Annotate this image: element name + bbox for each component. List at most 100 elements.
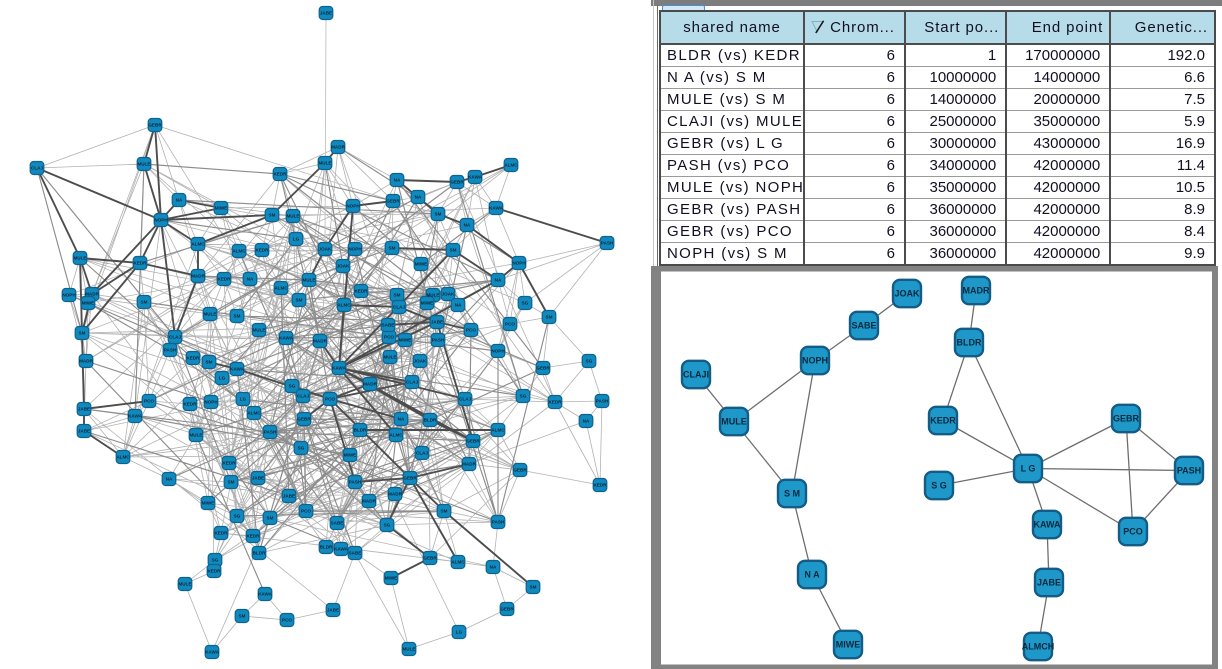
svg-text:NA: NA	[464, 223, 471, 228]
svg-text:NA: NA	[176, 198, 183, 203]
svg-text:MULE: MULE	[302, 278, 315, 283]
svg-text:MADR: MADR	[79, 359, 93, 364]
svg-text:SM: SM	[389, 246, 396, 251]
svg-text:JABE: JABE	[327, 608, 339, 613]
svg-text:SM: SM	[267, 516, 274, 521]
svg-text:PCO: PCO	[325, 397, 335, 402]
svg-text:MIWE: MIWE	[344, 453, 357, 458]
svg-text:JABE: JABE	[1037, 577, 1061, 587]
svg-text:NA: NA	[490, 565, 497, 570]
svg-text:JOAK: JOAK	[894, 288, 920, 298]
svg-text:MULE: MULE	[318, 161, 331, 166]
svg-text:CLAJ: CLAJ	[406, 380, 418, 385]
svg-text:KAWA: KAWA	[205, 650, 219, 655]
svg-text:KEDR: KEDR	[930, 415, 956, 425]
svg-text:BLDR: BLDR	[253, 551, 266, 556]
svg-text:PASH: PASH	[349, 480, 362, 485]
svg-text:MULE: MULE	[73, 256, 86, 261]
svg-text:JABE: JABE	[252, 476, 264, 481]
svg-text:KEDR: KEDR	[214, 531, 228, 536]
svg-text:CLAJI: CLAJI	[683, 369, 709, 379]
svg-text:NA: NA	[415, 195, 422, 200]
svg-text:PASH: PASH	[1177, 465, 1201, 475]
svg-text:ALMC: ALMC	[116, 455, 130, 460]
svg-text:CLAJ: CLAJ	[393, 305, 405, 310]
svg-text:CLAJ: CLAJ	[459, 397, 471, 402]
svg-text:NA: NA	[495, 278, 502, 283]
svg-text:L G: L G	[1021, 463, 1036, 473]
svg-text:MADR: MADR	[963, 285, 990, 295]
svg-text:KAWA: KAWA	[279, 336, 293, 341]
svg-text:NOPH: NOPH	[154, 218, 168, 223]
svg-text:MIWE: MIWE	[836, 639, 861, 649]
svg-text:PASH: PASH	[264, 430, 277, 435]
svg-text:GEBR: GEBR	[500, 607, 514, 612]
svg-text:MULE: MULE	[426, 293, 439, 298]
svg-text:NOPH: NOPH	[802, 355, 828, 365]
svg-text:NA: NA	[398, 417, 405, 422]
svg-text:MIWE: MIWE	[215, 206, 228, 211]
svg-text:KAWA: KAWA	[230, 367, 244, 372]
svg-text:ALMC: ALMC	[337, 303, 351, 308]
svg-text:MULE: MULE	[189, 433, 202, 438]
svg-text:SABE: SABE	[331, 521, 344, 526]
svg-text:NA: NA	[583, 419, 590, 424]
svg-text:MADR: MADR	[363, 382, 377, 387]
svg-text:GEBR: GEBR	[386, 199, 400, 204]
svg-text:MIWE: MIWE	[385, 576, 398, 581]
svg-text:MIWE: MIWE	[399, 338, 412, 343]
svg-text:ALMCH: ALMCH	[1022, 641, 1055, 651]
svg-text:CLAJ: CLAJ	[416, 451, 428, 456]
svg-text:PCO: PCO	[301, 509, 311, 514]
svg-text:JABE: JABE	[283, 494, 295, 499]
svg-text:KEDR: KEDR	[217, 277, 231, 282]
svg-text:PASH: PASH	[596, 399, 609, 404]
svg-text:NA: NA	[394, 178, 401, 183]
svg-text:SM: SM	[394, 293, 401, 298]
svg-text:MULE: MULE	[137, 162, 150, 167]
svg-text:MADR: MADR	[388, 492, 402, 497]
svg-text:KAWA: KAWA	[334, 547, 348, 552]
svg-text:GEBR: GEBR	[403, 476, 417, 481]
svg-text:SG: SG	[520, 394, 527, 399]
svg-text:BLDR: BLDR	[424, 418, 437, 423]
svg-text:NOPH: NOPH	[348, 247, 362, 252]
svg-text:LG: LG	[293, 237, 300, 242]
svg-text:NA: NA	[166, 477, 173, 482]
svg-text:KEDR: KEDR	[207, 569, 221, 574]
svg-text:PASH: PASH	[492, 520, 505, 525]
svg-text:S M: S M	[784, 488, 800, 498]
svg-text:SM: SM	[141, 300, 148, 305]
svg-text:NOPH: NOPH	[204, 400, 218, 405]
svg-text:SG: SG	[384, 523, 391, 528]
svg-text:MIWE: MIWE	[415, 262, 428, 267]
svg-text:JOAK: JOAK	[337, 264, 350, 269]
svg-text:MIWE: MIWE	[82, 301, 95, 306]
svg-text:BLDR: BLDR	[957, 337, 982, 347]
svg-text:MULE: MULE	[402, 647, 415, 652]
svg-text:PCO: PCO	[466, 328, 476, 333]
svg-text:SG: SG	[298, 446, 305, 451]
svg-text:SM: SM	[234, 314, 241, 319]
svg-text:KAWA: KAWA	[258, 592, 272, 597]
svg-text:NOPH: NOPH	[62, 293, 76, 298]
svg-text:MULE: MULE	[203, 312, 216, 317]
svg-text:JOAK: JOAK	[442, 292, 455, 297]
svg-text:KAWA: KAWA	[332, 366, 346, 371]
svg-text:KAWA: KAWA	[489, 206, 503, 211]
svg-text:SG: SG	[234, 514, 241, 519]
svg-text:SM: SM	[546, 315, 553, 320]
svg-text:KEDR: KEDR	[183, 402, 197, 407]
svg-text:MADR: MADR	[85, 292, 99, 297]
svg-text:MADR: MADR	[313, 339, 327, 344]
svg-text:GEBR: GEBR	[1113, 413, 1140, 423]
svg-text:KEDR: KEDR	[273, 172, 287, 177]
svg-text:GEBR: GEBR	[513, 468, 527, 473]
svg-text:ALMC: ALMC	[504, 163, 518, 168]
svg-text:PASH: PASH	[601, 241, 614, 246]
svg-text:PCO: PCO	[1123, 526, 1143, 536]
svg-text:SM: SM	[228, 480, 235, 485]
svg-text:LG: LG	[219, 376, 226, 381]
svg-text:GEBR: GEBR	[450, 180, 464, 185]
svg-text:KEDR: KEDR	[255, 248, 269, 253]
